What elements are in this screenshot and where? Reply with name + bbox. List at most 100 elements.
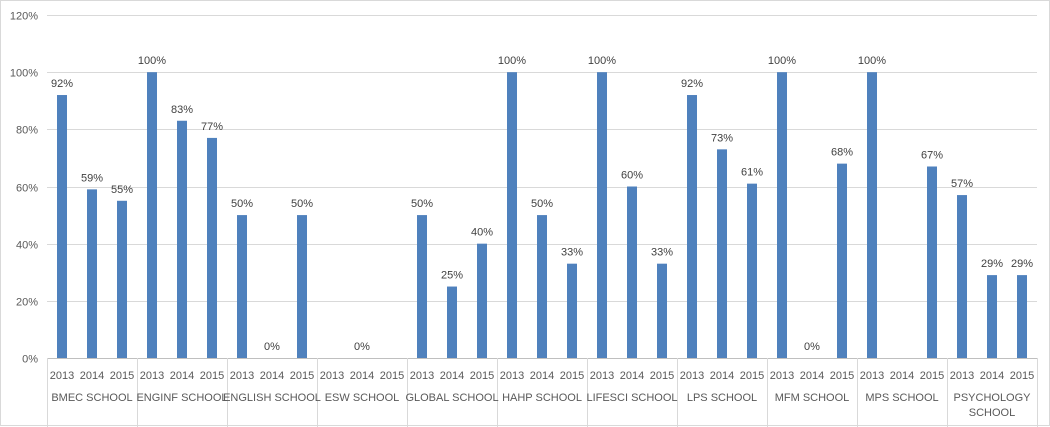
data-label: 50% [291, 198, 313, 210]
bar [627, 186, 637, 358]
y-tick-label: 120% [10, 11, 38, 23]
bar [417, 215, 427, 358]
year-label: 2014 [620, 370, 644, 382]
data-label: 55% [111, 184, 133, 196]
year-label: 2014 [170, 370, 194, 382]
data-label: 100% [768, 55, 796, 67]
bar [537, 215, 547, 358]
data-label: 50% [231, 198, 253, 210]
bar [567, 263, 577, 358]
year-label: 2013 [500, 370, 524, 382]
year-label: 2013 [950, 370, 974, 382]
group-label-line: PSYCHOLOGY [953, 392, 1031, 404]
year-label: 2013 [320, 370, 344, 382]
data-label: 100% [588, 55, 616, 67]
group-label: ESW SCHOOL [325, 392, 400, 404]
bar [147, 72, 157, 359]
bar [837, 163, 847, 358]
year-label: 2015 [1010, 370, 1034, 382]
data-label: 61% [741, 167, 763, 179]
bar [687, 95, 697, 359]
year-label: 2014 [530, 370, 554, 382]
data-label: 73% [711, 132, 733, 144]
group-label: ENGLISH SCHOOL [223, 392, 321, 404]
year-label: 2014 [80, 370, 104, 382]
year-label: 2014 [890, 370, 914, 382]
y-tick-label: 60% [16, 183, 38, 195]
year-label: 2015 [110, 370, 134, 382]
bar [507, 72, 517, 359]
bar [597, 72, 607, 359]
data-label: 100% [858, 55, 886, 67]
group-label: MFM SCHOOL [775, 392, 850, 404]
y-tick-label: 80% [16, 125, 38, 137]
year-label: 2014 [800, 370, 824, 382]
data-label: 83% [171, 104, 193, 116]
data-label: 92% [681, 78, 703, 90]
group-label: ENGINF SCHOOL [136, 392, 227, 404]
y-tick-label: 0% [22, 354, 38, 366]
year-label: 2014 [980, 370, 1004, 382]
data-label: 67% [921, 149, 943, 161]
bar [477, 243, 487, 358]
year-label: 2015 [650, 370, 674, 382]
data-label: 100% [498, 55, 526, 67]
data-label: 0% [354, 341, 370, 353]
data-label: 68% [831, 147, 853, 159]
data-label: 59% [81, 172, 103, 184]
bar [957, 195, 967, 358]
data-label: 57% [951, 178, 973, 190]
year-label: 2013 [590, 370, 614, 382]
bar [237, 215, 247, 358]
year-label: 2015 [290, 370, 314, 382]
bar [657, 263, 667, 358]
year-label: 2013 [770, 370, 794, 382]
group-label: LIFESCI SCHOOL [586, 392, 677, 404]
bar [177, 120, 187, 358]
group-label: BMEC SCHOOL [51, 392, 132, 404]
y-tick-label: 100% [10, 68, 38, 80]
year-label: 2015 [560, 370, 584, 382]
data-label: 92% [51, 78, 73, 90]
bar [747, 183, 757, 358]
group-label: GLOBAL SCHOOL [405, 392, 498, 404]
year-label: 2013 [50, 370, 74, 382]
year-label: 2014 [710, 370, 734, 382]
bar [207, 137, 217, 358]
bar [987, 275, 997, 358]
data-label: 29% [1011, 258, 1033, 270]
y-tick-label: 40% [16, 240, 38, 252]
bar [777, 72, 787, 359]
year-label: 2013 [680, 370, 704, 382]
year-label: 2015 [470, 370, 494, 382]
year-label: 2015 [200, 370, 224, 382]
data-label: 60% [621, 170, 643, 182]
data-label: 50% [531, 198, 553, 210]
year-label: 2015 [830, 370, 854, 382]
year-label: 2014 [350, 370, 374, 382]
year-label: 2014 [440, 370, 464, 382]
year-label: 2015 [920, 370, 944, 382]
data-label: 29% [981, 258, 1003, 270]
bar [447, 286, 457, 358]
data-label: 33% [561, 247, 583, 259]
data-label: 33% [651, 247, 673, 259]
year-label: 2015 [380, 370, 404, 382]
data-label: 0% [804, 341, 820, 353]
bar [927, 166, 937, 358]
year-label: 2013 [410, 370, 434, 382]
year-label: 2013 [140, 370, 164, 382]
group-label: LPS SCHOOL [687, 392, 757, 404]
data-label: 100% [138, 55, 166, 67]
data-label: 77% [201, 121, 223, 133]
data-label: 0% [264, 341, 280, 353]
year-label: 2013 [860, 370, 884, 382]
bar [87, 189, 97, 358]
year-label: 2014 [260, 370, 284, 382]
bar [1017, 275, 1027, 358]
year-label: 2013 [230, 370, 254, 382]
bar [57, 95, 67, 359]
group-label: PSYCHOLOGY SCHOOL [953, 392, 1031, 419]
